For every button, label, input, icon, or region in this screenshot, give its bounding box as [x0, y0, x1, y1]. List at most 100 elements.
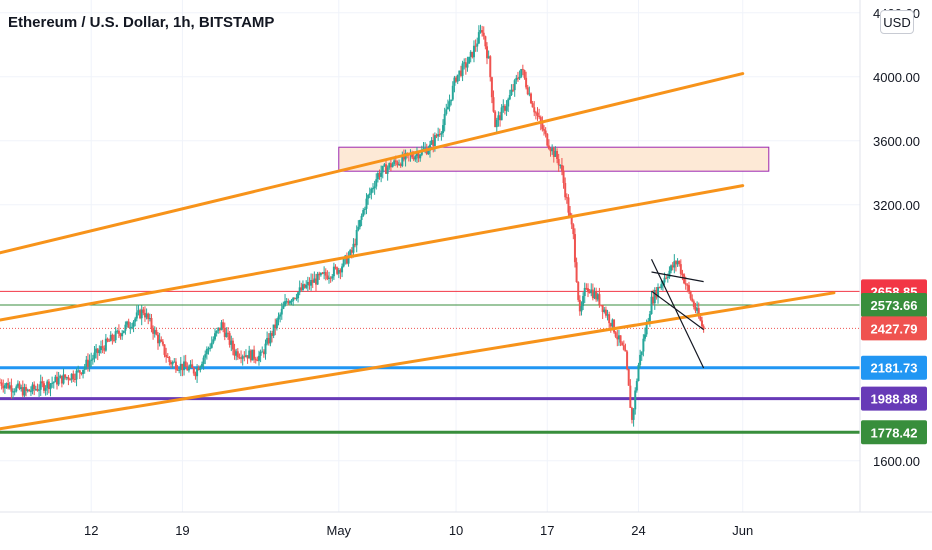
price-tag-label: 2573.66 [871, 298, 918, 313]
candle-body [455, 77, 458, 82]
price-tag-1988.88 [861, 386, 927, 411]
candle-body [363, 208, 366, 211]
candle-body [77, 370, 80, 372]
candle-body [23, 387, 26, 396]
candle-body [163, 344, 166, 355]
candle-body [609, 323, 612, 327]
candle-body [430, 140, 433, 145]
candle-body [471, 51, 474, 58]
candle-body [528, 93, 531, 95]
candle-body [174, 361, 177, 370]
candle-body [453, 77, 456, 86]
candle-body [466, 63, 469, 68]
candle-body [332, 266, 335, 277]
candle-body [673, 261, 676, 268]
candle-body [512, 89, 515, 91]
candle-body [127, 321, 130, 328]
candle-body [645, 322, 648, 335]
candle-body [536, 112, 539, 116]
candle-body [614, 332, 617, 337]
candle-body [34, 388, 37, 390]
candle-body [86, 359, 89, 367]
candle-body [503, 105, 506, 111]
candle-body [476, 43, 479, 47]
candle-body [544, 130, 547, 134]
candle-body [214, 333, 216, 340]
candle-body [212, 339, 215, 343]
candle-body [345, 255, 348, 264]
candle-body [137, 310, 140, 313]
candle-body [287, 301, 290, 304]
candle-body [292, 297, 295, 301]
candle-body [285, 301, 288, 303]
candle-body [642, 338, 645, 352]
candle-body [26, 389, 29, 391]
candle-body [184, 361, 187, 367]
candle-body [52, 382, 55, 384]
candle-body [236, 351, 239, 358]
price-tag-label: 2181.73 [871, 361, 918, 376]
candle-body [486, 46, 489, 59]
candle-body [591, 289, 594, 299]
candle-body [230, 340, 233, 345]
price-tag-2573.66 [861, 293, 927, 318]
candle-body [368, 193, 371, 196]
price-tag-label: 1778.42 [871, 425, 918, 440]
candle-body [82, 369, 85, 375]
candle-body [451, 85, 454, 100]
candle-body [176, 369, 179, 371]
candle-body [109, 334, 112, 342]
candle-body [46, 381, 49, 388]
candle-body [139, 310, 142, 319]
candle-body [29, 391, 32, 393]
candle-body [282, 305, 285, 309]
candle-body [223, 328, 226, 338]
channel-line-1 [0, 72, 745, 255]
candle-body [668, 270, 671, 278]
candle-body [339, 269, 342, 273]
candle-body [440, 132, 443, 135]
candle-body [412, 157, 415, 160]
candle-body [341, 266, 344, 273]
candle-body [108, 340, 111, 342]
candle-body [42, 383, 45, 391]
candle-body [241, 356, 244, 359]
candle-body [243, 356, 246, 358]
candle-body [15, 386, 18, 392]
price-tag-1778.42 [861, 420, 927, 445]
candle-body [210, 342, 213, 348]
candle-body [113, 339, 116, 341]
candle-body [130, 326, 133, 328]
candle-body [424, 148, 427, 150]
candle-body [469, 51, 472, 57]
candle-body [318, 273, 321, 276]
candle-body [358, 219, 361, 227]
currency-button[interactable]: USD [880, 10, 914, 34]
candle-body [567, 197, 570, 213]
candle-body [13, 391, 16, 393]
candle-body [51, 382, 54, 384]
candle-body [197, 367, 200, 370]
candle-body [360, 215, 363, 220]
candle-body [160, 339, 163, 342]
candle-body [300, 287, 303, 290]
wedge-line-3 [650, 258, 705, 369]
candle-body [616, 336, 619, 340]
candle-body [148, 318, 151, 320]
candle-body [72, 373, 75, 379]
candle-body [316, 273, 319, 285]
candle-body [235, 351, 238, 356]
candle-body [303, 284, 306, 288]
candle-body [196, 367, 199, 377]
candle-body [515, 77, 518, 81]
candle-body [124, 324, 127, 331]
candle-body [218, 327, 221, 331]
candle-body [505, 106, 508, 111]
candle-body [168, 357, 171, 363]
candle-body [595, 291, 598, 300]
candle-body [554, 150, 557, 157]
channel-line-3 [0, 291, 836, 431]
candle-body [373, 186, 376, 189]
candle-body [678, 260, 681, 265]
